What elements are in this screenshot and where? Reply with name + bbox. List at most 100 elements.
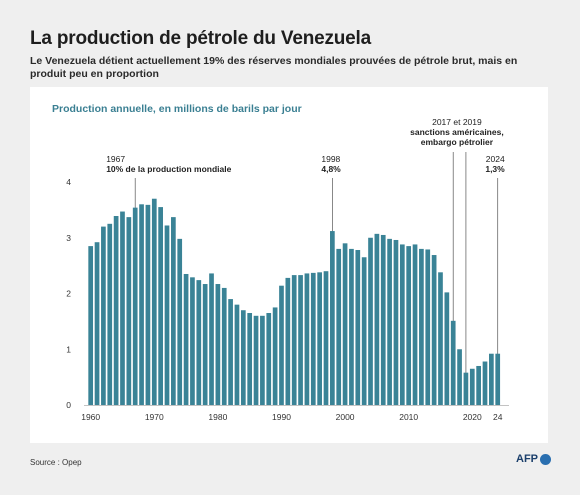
bar	[221, 287, 227, 405]
bar	[444, 292, 450, 405]
bar	[240, 310, 246, 405]
bar	[374, 233, 380, 405]
chart-title: Production annuelle, en millions de bari…	[52, 103, 302, 115]
bar	[145, 204, 151, 405]
x-tick-label: 2020	[463, 412, 482, 422]
bar	[228, 299, 233, 405]
bar	[171, 217, 176, 405]
bar	[291, 275, 297, 405]
y-tick-label: 0	[66, 400, 71, 410]
bar	[387, 238, 392, 405]
annotation-label: embargo pétrolier	[421, 137, 494, 147]
y-tick-label: 4	[66, 177, 71, 187]
afp-logo: AFP	[516, 453, 551, 465]
y-tick-label: 1	[66, 344, 71, 354]
bar	[285, 277, 291, 405]
bar	[304, 273, 310, 405]
x-tick-label: 1970	[145, 412, 164, 422]
bar	[463, 372, 469, 405]
annotation-label: 2017 et 2019	[432, 117, 482, 127]
bar	[272, 307, 278, 405]
annotation-label: 1998	[321, 154, 340, 164]
bar	[425, 249, 431, 405]
bar	[101, 226, 106, 405]
x-tick-label: 1990	[272, 412, 291, 422]
x-axis: 1960 1970 1980 1990 2000 2010 2020 24	[81, 405, 509, 422]
x-tick-label: 2000	[336, 412, 355, 422]
x-tick-label: 1980	[208, 412, 227, 422]
bar	[368, 237, 373, 405]
bar	[349, 248, 354, 405]
bar	[266, 313, 272, 405]
bar	[113, 216, 119, 405]
bar	[215, 284, 221, 405]
bar	[323, 271, 329, 405]
bar	[126, 217, 132, 405]
bar	[183, 273, 189, 405]
bar	[355, 250, 361, 405]
annotation-label: 2024	[486, 154, 505, 164]
bar	[399, 244, 405, 405]
bar	[94, 242, 100, 405]
annotation-label: 10% de la production mondiale	[106, 164, 231, 174]
y-tick-label: 2	[66, 289, 71, 299]
bar	[330, 231, 335, 405]
bar	[336, 248, 342, 405]
bar	[406, 246, 412, 405]
bar	[164, 225, 170, 405]
bar	[234, 304, 240, 405]
afp-logo-dot-icon	[540, 453, 551, 465]
bar	[253, 315, 259, 405]
bar	[482, 361, 488, 405]
annotation-label: 1967	[106, 154, 125, 164]
bar	[177, 238, 183, 405]
bar	[202, 284, 208, 405]
annotation-label: 1,3%	[485, 164, 505, 174]
source-note: Source : Opep	[30, 458, 82, 467]
bar	[298, 275, 303, 405]
bar	[196, 280, 202, 405]
bar	[457, 349, 462, 405]
bar	[120, 211, 125, 405]
x-tick-label: 1960	[81, 412, 100, 422]
bar	[342, 243, 348, 405]
bars	[88, 198, 501, 405]
bar	[450, 320, 456, 405]
bar	[151, 198, 157, 405]
bar	[438, 272, 443, 405]
bar	[209, 273, 214, 405]
bar	[190, 277, 195, 405]
bar	[107, 223, 113, 405]
bar	[279, 285, 284, 405]
bar	[317, 272, 322, 405]
y-tick-label: 3	[66, 233, 71, 243]
bar	[380, 234, 386, 405]
bar	[139, 204, 144, 405]
bar	[310, 272, 316, 405]
bar	[158, 207, 163, 405]
bar	[489, 353, 494, 405]
bar	[412, 244, 418, 405]
page-title: La production de pétrole du Venezuela	[30, 28, 371, 49]
x-tick-label: 24	[493, 412, 503, 422]
bar	[132, 207, 138, 405]
x-tick-label: 2010	[399, 412, 418, 422]
bar	[495, 353, 501, 405]
bar	[469, 368, 475, 405]
y-axis: 0 1 2 3 4	[66, 177, 71, 410]
bar	[260, 315, 265, 405]
bar	[476, 365, 481, 405]
bar	[393, 239, 399, 405]
bar	[361, 257, 367, 405]
annotation-label: 4,8%	[321, 164, 341, 174]
annotation-lines	[134, 152, 499, 405]
annotation-label: sanctions américaines,	[410, 127, 504, 137]
bar	[431, 255, 437, 405]
bar	[88, 246, 94, 405]
page-subtitle: Le Venezuela détient actuellement 19% de…	[30, 55, 518, 80]
bar	[247, 313, 253, 405]
bar	[419, 248, 424, 405]
afp-logo-text: AFP	[516, 453, 538, 465]
